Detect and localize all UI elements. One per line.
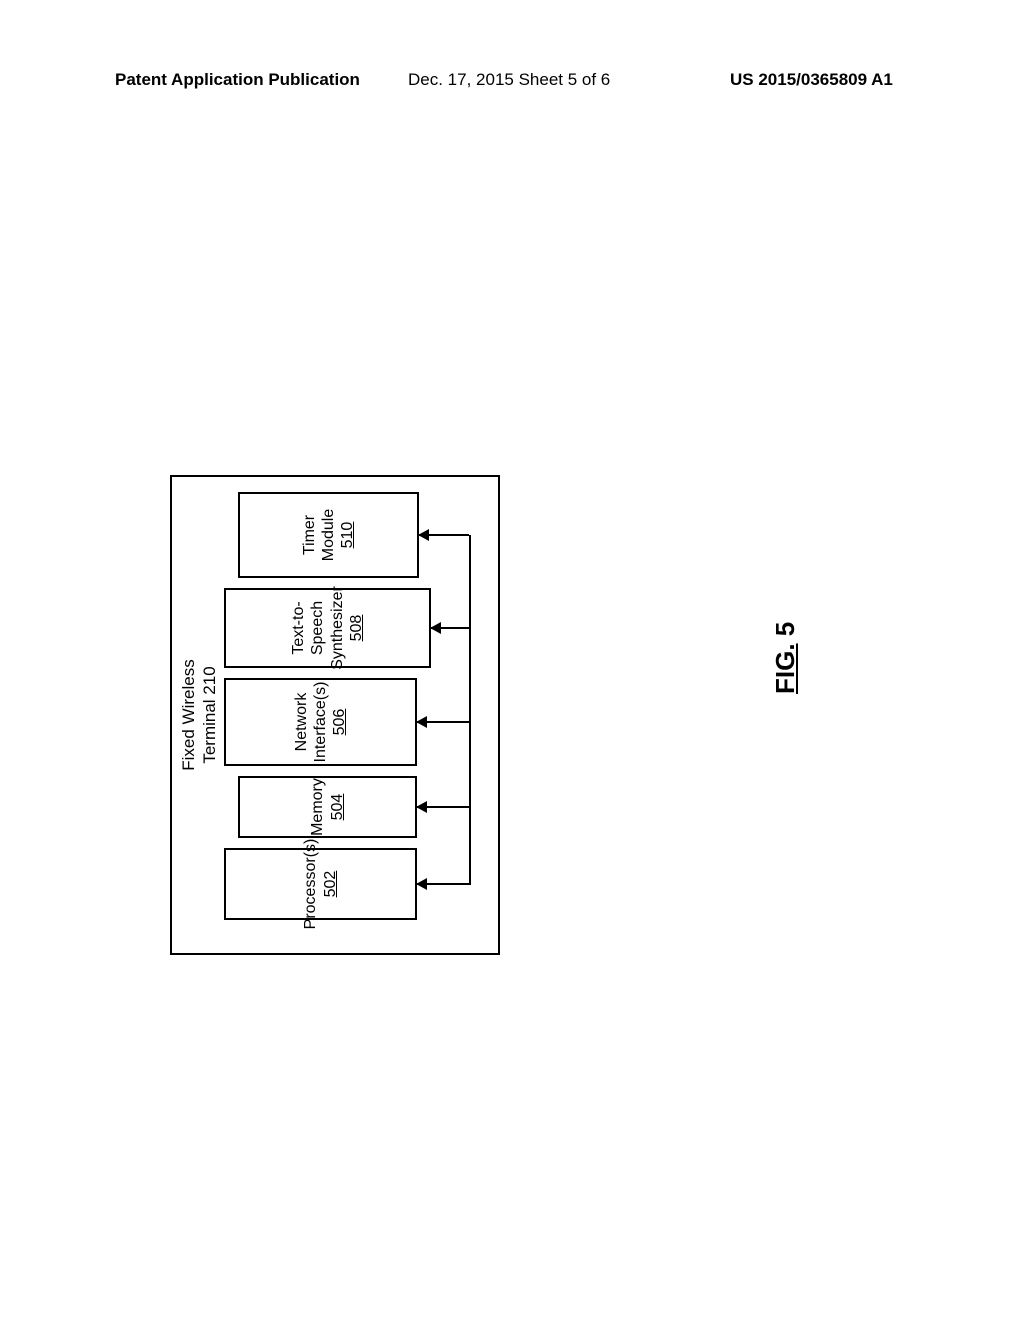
component-name: Timer Module bbox=[300, 494, 338, 576]
component-ref: 508 bbox=[347, 615, 366, 642]
component-name: Text-to-Speech bbox=[289, 590, 327, 666]
component-box: Timer Module510 bbox=[238, 492, 419, 578]
terminal-box: Fixed Wireless Terminal 210 Processor(s)… bbox=[170, 475, 500, 955]
figure-label: FIG. 5 bbox=[770, 622, 801, 694]
figure-label-prefix: FIG. bbox=[770, 643, 800, 694]
figure-label-number: 5 bbox=[770, 622, 800, 644]
bus-line bbox=[469, 535, 471, 885]
component-ref: 504 bbox=[328, 794, 347, 821]
arrowhead-icon bbox=[416, 716, 427, 728]
component-ref: 502 bbox=[321, 871, 340, 898]
diagram-rotated: Fixed Wireless Terminal 210 Processor(s)… bbox=[170, 475, 650, 955]
arrowhead-icon bbox=[418, 529, 429, 541]
component-box: Text-to-SpeechSynthesizer508 bbox=[224, 588, 431, 668]
arrowhead-icon bbox=[416, 878, 427, 890]
arrowhead-icon bbox=[430, 622, 441, 634]
component-ref: 510 bbox=[338, 522, 357, 549]
arrowhead-icon bbox=[416, 801, 427, 813]
terminal-label-line2: Terminal 210 bbox=[200, 666, 219, 763]
terminal-label-line1: Fixed Wireless bbox=[179, 659, 198, 770]
component-box: Processor(s)502 bbox=[224, 848, 417, 920]
terminal-label: Fixed Wireless Terminal 210 bbox=[178, 477, 221, 953]
header-center: Dec. 17, 2015 Sheet 5 of 6 bbox=[408, 70, 610, 90]
component-box: Memory504 bbox=[238, 776, 417, 838]
component-ref: 506 bbox=[330, 709, 349, 736]
diagram-wrap: Fixed Wireless Terminal 210 Processor(s)… bbox=[170, 475, 650, 955]
component-name: Processor(s) bbox=[301, 839, 320, 930]
header-right: US 2015/0365809 A1 bbox=[730, 70, 893, 90]
component-name: Network Interface(s) bbox=[292, 680, 330, 764]
component-box: Network Interface(s)506 bbox=[224, 678, 417, 766]
component-name: Synthesizer bbox=[328, 586, 347, 670]
header-left: Patent Application Publication bbox=[115, 70, 360, 90]
component-name: Memory bbox=[308, 778, 327, 836]
page: Patent Application Publication Dec. 17, … bbox=[0, 0, 1024, 1320]
